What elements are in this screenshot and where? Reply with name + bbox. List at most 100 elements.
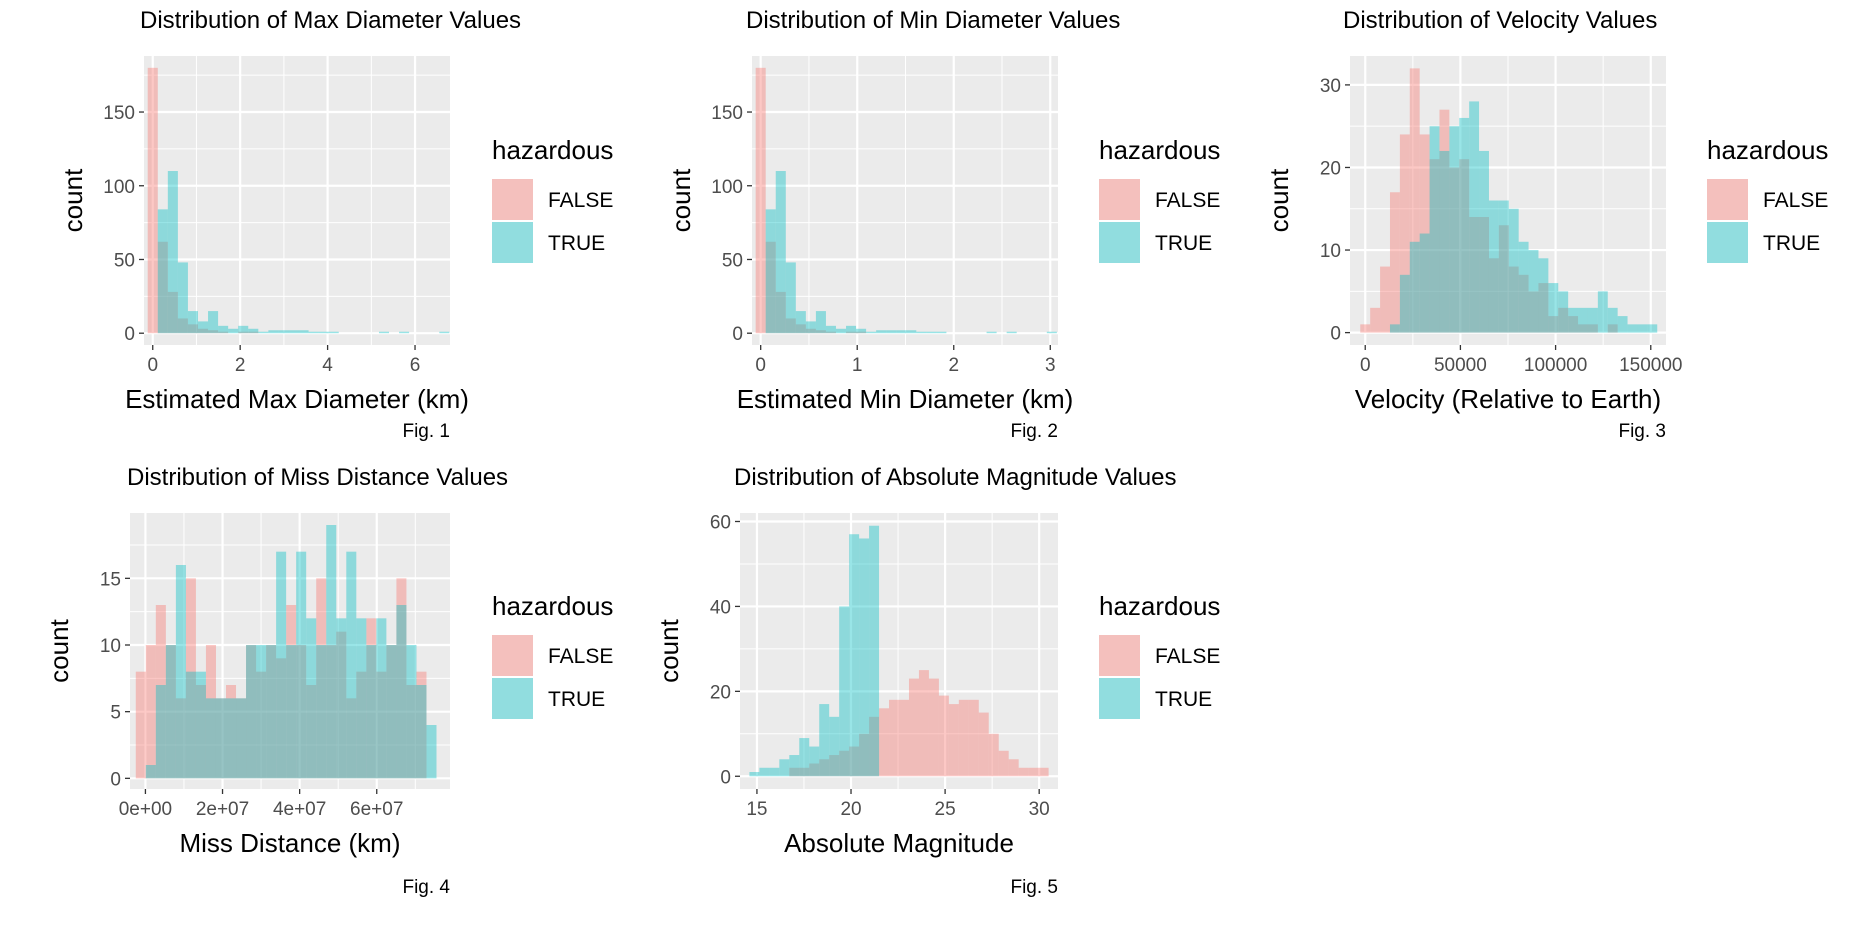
legend-label: TRUE (548, 688, 605, 711)
histogram-bar (439, 331, 450, 334)
histogram-bar (839, 606, 850, 777)
histogram-bar (246, 645, 257, 779)
histogram-bar (1558, 307, 1569, 333)
histogram-bar (238, 325, 249, 334)
figure-caption: Fig. 4 (402, 877, 450, 898)
histogram-bar (775, 171, 786, 334)
histogram-bar (876, 330, 887, 334)
histogram-bar (1469, 217, 1480, 333)
figure-caption: Fig. 1 (402, 421, 450, 442)
legend-key-false (492, 179, 533, 220)
histogram-bar (1627, 324, 1638, 333)
histogram-bar (896, 330, 907, 334)
series-true (765, 171, 1057, 334)
histogram-bar (789, 755, 800, 777)
y-tick-label: 20 (710, 682, 731, 703)
histogram-bar (809, 746, 820, 777)
histogram-bar (795, 324, 806, 334)
histogram-bar (1006, 331, 1017, 334)
histogram-bar (1568, 307, 1579, 333)
chart-4: Distribution of Miss Distance Values 0e+0… (44, 464, 613, 898)
x-tick-label: 0 (147, 355, 158, 376)
x-tick-label: 4 (322, 355, 333, 376)
histogram-bar (958, 699, 969, 777)
histogram-bar (789, 767, 800, 777)
histogram-bar (1597, 291, 1608, 333)
histogram-bar (185, 578, 196, 779)
x-axis-title: Absolute Magnitude (784, 828, 1014, 858)
legend-key-true (492, 222, 533, 263)
x-axis-title: Estimated Min Diameter (km) (737, 384, 1074, 414)
y-tick-label: 0 (124, 324, 135, 345)
figure-caption: Fig. 3 (1618, 421, 1666, 442)
histogram-bar (936, 331, 947, 334)
histogram-bar (1038, 767, 1049, 777)
y-tick-label: 150 (103, 103, 135, 124)
histogram-bar (1568, 316, 1579, 333)
histogram-bar (356, 671, 367, 779)
chart-title: Distribution of Miss Distance Values (127, 464, 508, 491)
histogram-bar (1429, 126, 1440, 333)
x-tick-label: 1 (852, 355, 863, 376)
histogram-bar (849, 746, 860, 777)
histogram-bar (248, 331, 259, 334)
y-tick-label: 0 (732, 324, 743, 345)
y-tick-label: 30 (1320, 76, 1341, 97)
series-false (135, 578, 427, 779)
histogram-bar (1360, 324, 1371, 333)
histogram-bar (336, 631, 347, 779)
histogram-bar (779, 759, 790, 777)
histogram-bar (1508, 208, 1519, 333)
plot-panel (130, 513, 450, 789)
legend-key-false (1099, 179, 1140, 220)
histogram-bar (208, 330, 219, 334)
histogram-bar (286, 645, 297, 779)
histogram-bar (356, 618, 367, 779)
chart-title: Distribution of Min Diameter Values (746, 7, 1120, 34)
histogram-bar (416, 685, 427, 779)
histogram-bar (236, 698, 247, 779)
legend-label: FALSE (548, 189, 613, 212)
histogram-bar (406, 685, 417, 779)
y-tick-label: 60 (710, 512, 731, 533)
histogram-bar (185, 671, 196, 779)
chart-title: Distribution of Velocity Values (1343, 7, 1657, 34)
histogram-bar (1578, 307, 1588, 333)
histogram-bar (298, 330, 309, 334)
histogram-bar (248, 328, 259, 334)
histogram-bar (859, 538, 870, 777)
x-tick-label: 2 (948, 355, 959, 376)
legend-label: FALSE (1763, 189, 1828, 212)
y-tick-label: 40 (710, 597, 731, 618)
histogram-bar (316, 578, 327, 779)
histogram-bar (938, 695, 949, 777)
x-axis-title: Estimated Max Diameter (km) (125, 384, 469, 414)
x-tick-label: 25 (935, 799, 956, 820)
histogram-bar (316, 645, 327, 779)
histogram-bar (406, 645, 417, 779)
histogram-bar (829, 755, 840, 777)
histogram-bar (1518, 274, 1529, 333)
histogram-bar (869, 716, 880, 777)
histogram-bar (336, 618, 347, 779)
histogram-bar (296, 551, 307, 779)
histogram-bar (1538, 258, 1549, 333)
y-axis-title: count (1264, 168, 1294, 232)
y-tick-label: 100 (711, 177, 743, 198)
y-tick-label: 100 (103, 177, 135, 198)
histogram-bar (765, 209, 776, 334)
histogram-bar (278, 330, 289, 334)
histogram-bar (809, 763, 820, 777)
histogram-bar (859, 733, 870, 777)
series-false (147, 67, 259, 334)
histogram-bar (1558, 291, 1569, 333)
legend-title: hazardous (492, 591, 613, 621)
x-tick-label: 2e+07 (196, 799, 249, 820)
histogram-bar (986, 331, 997, 334)
y-tick-label: 0 (720, 767, 731, 788)
histogram-bar (1479, 217, 1489, 333)
histogram-bar (1008, 759, 1019, 777)
histogram-bar (167, 291, 178, 334)
x-tick-label: 0 (755, 355, 766, 376)
legend-title: hazardous (492, 135, 613, 165)
